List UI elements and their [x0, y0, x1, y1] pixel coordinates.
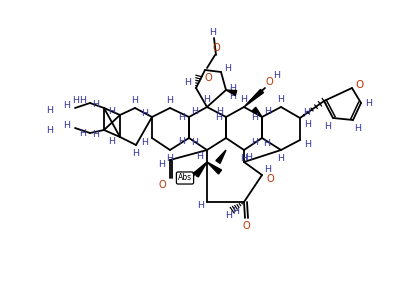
- Text: O: O: [242, 221, 250, 231]
- Text: Abs: Abs: [178, 173, 192, 183]
- Polygon shape: [216, 150, 226, 163]
- Text: H: H: [274, 70, 280, 80]
- Text: H: H: [197, 202, 204, 210]
- Text: H: H: [64, 101, 71, 110]
- Text: H: H: [241, 94, 247, 104]
- Text: O: O: [265, 77, 273, 87]
- Polygon shape: [244, 89, 264, 107]
- Text: H: H: [224, 64, 231, 73]
- Text: O: O: [158, 180, 166, 190]
- Text: H: H: [166, 154, 174, 163]
- Text: H: H: [305, 120, 312, 128]
- Text: H: H: [245, 152, 253, 162]
- Text: H: H: [141, 109, 148, 118]
- Text: H: H: [264, 165, 272, 173]
- Text: H: H: [93, 130, 100, 139]
- Text: H: H: [46, 126, 54, 134]
- Text: H: H: [204, 94, 210, 104]
- Text: H: H: [210, 28, 216, 36]
- Text: H: H: [303, 107, 310, 117]
- Text: H: H: [133, 149, 139, 157]
- Text: H: H: [93, 99, 100, 109]
- Text: H: H: [251, 138, 258, 147]
- Polygon shape: [207, 162, 222, 174]
- Text: O: O: [204, 73, 212, 83]
- Text: H: H: [229, 83, 237, 93]
- Text: H: H: [305, 139, 312, 149]
- Text: H: H: [166, 96, 174, 104]
- Text: O: O: [355, 80, 363, 90]
- Polygon shape: [194, 162, 207, 177]
- Text: H: H: [191, 138, 199, 147]
- Text: H: H: [179, 136, 185, 146]
- Text: H: H: [233, 207, 239, 216]
- Text: H: H: [79, 128, 87, 138]
- Text: O: O: [212, 43, 220, 53]
- Text: H: H: [216, 107, 224, 115]
- Text: H: H: [158, 160, 166, 168]
- Polygon shape: [226, 90, 237, 95]
- Text: H: H: [264, 107, 272, 115]
- Text: H: H: [179, 112, 185, 121]
- Text: O: O: [266, 174, 274, 184]
- Text: H: H: [241, 154, 247, 163]
- Text: H: H: [197, 152, 204, 160]
- Text: H: H: [278, 154, 285, 163]
- Text: H: H: [46, 105, 54, 115]
- Text: H: H: [73, 96, 79, 104]
- Text: H: H: [108, 136, 116, 146]
- Text: H: H: [108, 107, 116, 115]
- Text: H: H: [185, 78, 191, 86]
- Text: H: H: [264, 139, 270, 147]
- Text: H: H: [131, 96, 139, 104]
- Text: H: H: [79, 96, 87, 104]
- Text: H: H: [355, 123, 361, 133]
- Text: H: H: [229, 91, 237, 101]
- Text: H: H: [324, 121, 332, 131]
- Text: H: H: [251, 112, 258, 121]
- Text: H: H: [141, 138, 148, 147]
- Polygon shape: [252, 107, 262, 117]
- Text: H: H: [191, 107, 199, 115]
- Text: H: H: [64, 120, 71, 130]
- Text: H: H: [216, 112, 222, 121]
- Text: H: H: [226, 212, 233, 221]
- Text: H: H: [366, 99, 372, 107]
- Text: H: H: [278, 94, 285, 104]
